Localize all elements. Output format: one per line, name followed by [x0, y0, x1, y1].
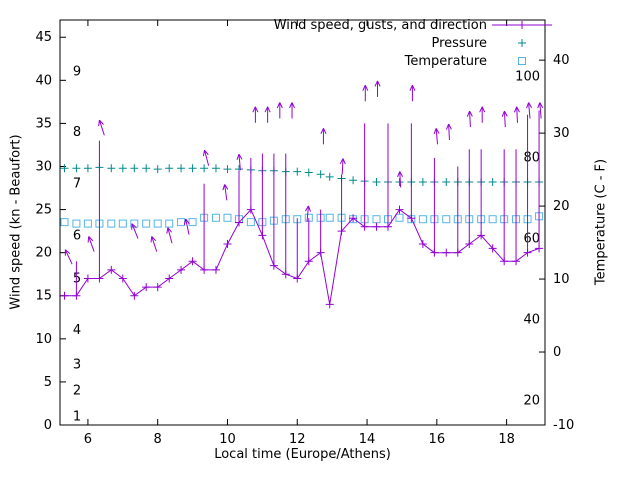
svg-text:40: 40: [35, 73, 52, 88]
svg-text:10: 10: [35, 332, 52, 347]
legend: Wind speed, gusts, and direction Pressure…: [274, 18, 552, 69]
svg-text:35: 35: [35, 116, 52, 131]
svg-text:4: 4: [73, 323, 81, 338]
svg-text:30: 30: [35, 159, 52, 174]
svg-text:5: 5: [44, 375, 52, 390]
svg-text:2: 2: [73, 384, 81, 399]
svg-text:5: 5: [73, 272, 81, 287]
svg-text:6: 6: [84, 432, 92, 447]
svg-text:1: 1: [73, 409, 81, 424]
svg-text:0: 0: [553, 345, 561, 360]
svg-text:3: 3: [73, 358, 81, 373]
svg-text:20: 20: [553, 199, 570, 214]
svg-text:Wind speed, gusts, and directi: Wind speed, gusts, and direction: [274, 18, 487, 33]
plot-border: [59, 19, 546, 426]
svg-text:-10: -10: [553, 418, 574, 433]
y-axis-title: Wind speed (kn - Beaufort): [8, 134, 24, 310]
svg-text:9: 9: [73, 65, 81, 80]
svg-text:40: 40: [523, 313, 540, 328]
svg-text:8: 8: [154, 432, 162, 447]
svg-text:25: 25: [35, 203, 52, 218]
svg-text:10: 10: [553, 272, 570, 287]
svg-text:15: 15: [35, 289, 52, 304]
svg-text:8: 8: [73, 125, 81, 140]
wind-direction-arrows: [64, 80, 544, 265]
svg-text:40: 40: [553, 53, 570, 68]
wind-series: [60, 110, 544, 309]
axes: [60, 20, 545, 426]
svg-text:30: 30: [553, 126, 570, 141]
svg-text:0: 0: [44, 418, 52, 433]
svg-text:Pressure: Pressure: [431, 36, 487, 51]
svg-text:14: 14: [359, 432, 376, 447]
y2-axis-title: Temperature (C - F): [593, 158, 609, 286]
svg-text:20: 20: [35, 246, 52, 261]
svg-text:10: 10: [219, 432, 236, 447]
svg-text:16: 16: [429, 432, 446, 447]
svg-text:60: 60: [523, 232, 540, 247]
fahrenheit-scale-labels: 20 40 60 80 100: [515, 69, 540, 408]
pressure-series: [60, 163, 544, 186]
svg-text:Temperature: Temperature: [404, 54, 487, 69]
svg-text:7: 7: [73, 177, 81, 192]
beaufort-scale-labels: 1 2 3 4 5 6 7 8 9: [73, 65, 81, 425]
x-axis-title: Local time (Europe/Athens): [214, 447, 391, 462]
svg-text:80: 80: [523, 150, 540, 165]
svg-text:18: 18: [498, 432, 515, 447]
svg-text:12: 12: [289, 432, 306, 447]
svg-text:45: 45: [35, 30, 52, 45]
svg-text:6: 6: [73, 228, 81, 243]
svg-text:100: 100: [515, 69, 540, 84]
svg-text:20: 20: [523, 394, 540, 409]
